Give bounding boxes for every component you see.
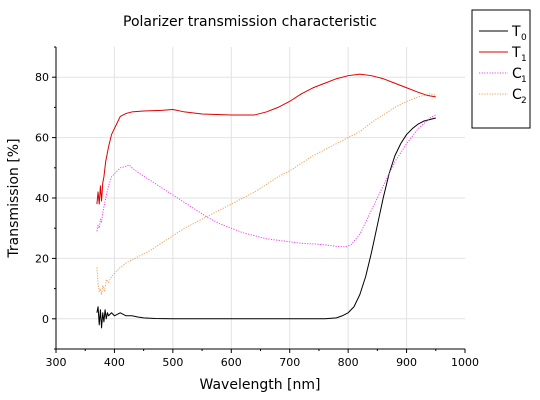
y-tick-label: 20 xyxy=(35,252,49,265)
grid xyxy=(56,47,465,349)
axis-ticks: 300 400 500 600 700 800 900 1000 0 20 40 60 80 xyxy=(35,46,479,369)
y-axis-title: Transmission [%] xyxy=(6,138,22,258)
x-tick-label: 500 xyxy=(162,356,183,369)
series-lines xyxy=(96,73,437,329)
series-line-t1 xyxy=(96,73,436,205)
series-line-t0 xyxy=(96,117,436,329)
y-tick-label: 0 xyxy=(42,313,49,326)
y-tick-label: 60 xyxy=(35,132,49,145)
x-axis-title: Wavelength [nm] xyxy=(200,377,321,393)
legend-label-subscript: 1 xyxy=(521,75,527,85)
x-tick-label: 1000 xyxy=(451,356,479,369)
legend-label-subscript: 2 xyxy=(521,96,527,106)
x-tick-label: 600 xyxy=(221,356,242,369)
chart-title: Polarizer transmission characteristic xyxy=(123,14,377,30)
x-tick-label: 900 xyxy=(396,356,417,369)
x-tick-label: 400 xyxy=(104,356,125,369)
x-tick-label: 300 xyxy=(46,356,67,369)
y-tick-label: 40 xyxy=(35,192,49,205)
legend-label: T xyxy=(511,24,521,40)
x-tick-label: 700 xyxy=(279,356,300,369)
legend-label-subscript: 0 xyxy=(521,33,527,43)
legend-label-subscript: 1 xyxy=(521,54,527,64)
series-line-c2 xyxy=(96,93,436,296)
series-line-c1 xyxy=(96,114,437,248)
x-tick-label: 800 xyxy=(338,356,359,369)
legend-label: T xyxy=(511,45,521,61)
legend-label: C xyxy=(512,66,522,82)
y-tick-label: 80 xyxy=(35,71,49,84)
legend-label: C xyxy=(512,87,522,103)
legend-box xyxy=(471,9,531,129)
legend: T 0T 1C 1C 2 xyxy=(471,9,531,129)
